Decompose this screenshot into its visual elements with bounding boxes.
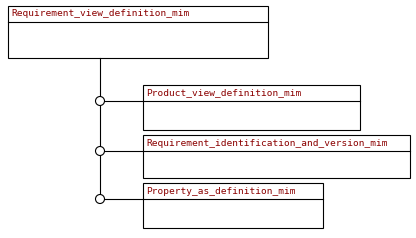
Bar (143, 85, 360, 130)
Text: Requirement_view_definition_mim: Requirement_view_definition_mim (11, 10, 189, 19)
Bar (143, 135, 410, 178)
Text: Property_as_definition_mim: Property_as_definition_mim (146, 187, 295, 195)
Circle shape (96, 194, 104, 203)
Bar (8, 6, 268, 58)
Circle shape (96, 147, 104, 155)
Bar (143, 183, 323, 228)
Text: Product_view_definition_mim: Product_view_definition_mim (146, 89, 301, 98)
Text: Requirement_identification_and_version_mim: Requirement_identification_and_version_m… (146, 139, 387, 148)
Circle shape (96, 96, 104, 105)
